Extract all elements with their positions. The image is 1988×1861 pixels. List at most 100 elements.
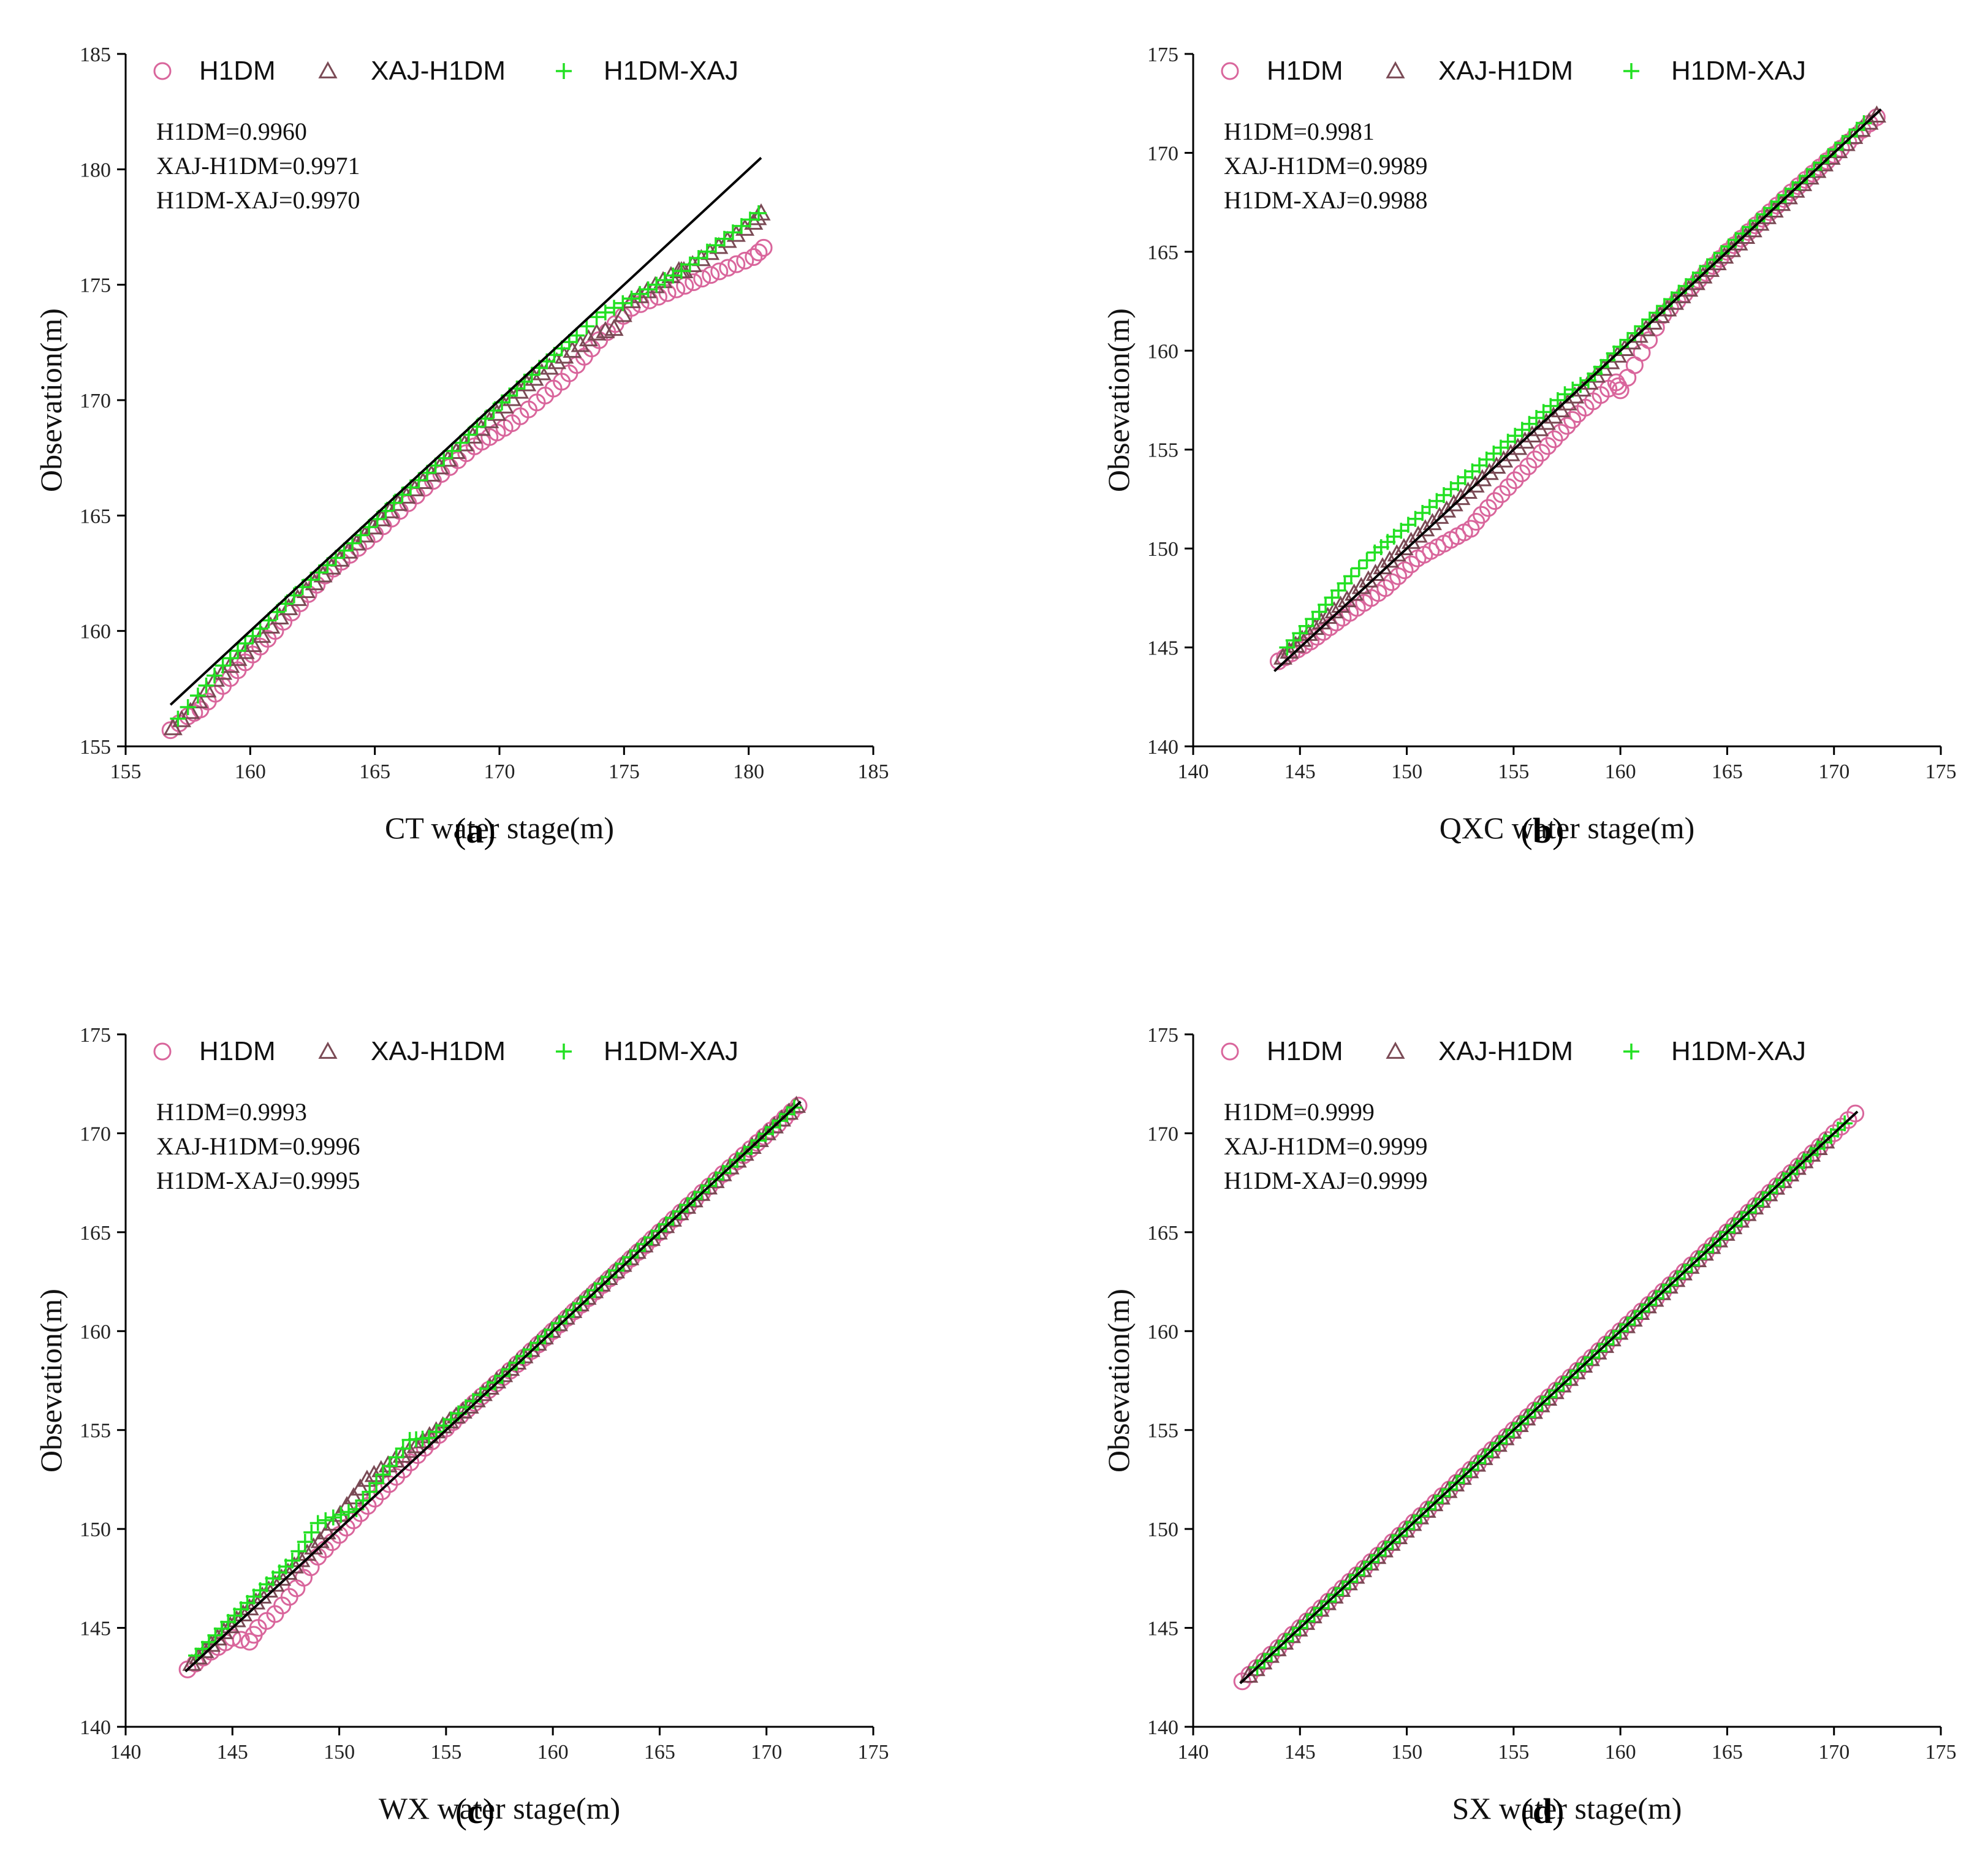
y-tick-label: 155 <box>1147 439 1178 462</box>
x-tick-label: 140 <box>1178 760 1209 783</box>
x-tick-label: 140 <box>1178 1741 1209 1764</box>
x-tick-label: 170 <box>1818 760 1850 783</box>
data-point <box>1827 142 1844 158</box>
stat-label: XAJ-H1DM=0.9989 <box>1224 152 1428 180</box>
legend-label: H1DM-XAJ <box>1671 1036 1806 1066</box>
data-point <box>297 1534 313 1550</box>
data-point <box>643 1229 660 1246</box>
data-point <box>1558 417 1576 435</box>
legend-label: H1DM <box>1267 1036 1343 1066</box>
x-tick-label: 180 <box>733 760 764 783</box>
data-point <box>786 1096 806 1113</box>
y-tick-label: 150 <box>1147 1518 1178 1541</box>
data-point <box>1834 135 1851 151</box>
data-point <box>284 1552 300 1569</box>
data-point <box>727 255 746 273</box>
data-point <box>1499 478 1517 496</box>
data-point <box>1563 411 1582 429</box>
legend-label: H1DM-XAJ <box>1671 56 1806 86</box>
data-point <box>368 1475 385 1491</box>
x-tick-label: 150 <box>324 1741 355 1764</box>
data-point <box>362 1484 378 1500</box>
data-point <box>340 1504 357 1520</box>
data-point <box>665 1210 681 1226</box>
panel-caption: (d) <box>1521 1791 1565 1831</box>
y-tick-label: 145 <box>80 1618 111 1640</box>
data-point <box>716 230 732 247</box>
legend-marker <box>556 1044 572 1059</box>
x-tick-label: 145 <box>1284 760 1316 783</box>
data-point <box>707 237 724 254</box>
data-point <box>517 374 537 392</box>
stat-label: H1DM=0.9993 <box>156 1098 307 1126</box>
data-point <box>317 1522 336 1540</box>
data-point <box>213 1620 230 1637</box>
y-tick-label: 160 <box>1147 340 1178 363</box>
data-point <box>685 273 703 291</box>
legend-marker <box>153 62 172 80</box>
data-point <box>748 208 767 226</box>
data-point <box>406 1436 426 1454</box>
data-point <box>1539 437 1557 455</box>
x-tick-label: 140 <box>110 1741 142 1764</box>
x-tick-label: 175 <box>1925 1741 1957 1764</box>
panel-caption: (c) <box>455 1791 495 1831</box>
data-point <box>400 1441 419 1458</box>
panel-caption: (a) <box>454 811 496 851</box>
data-point <box>629 286 649 303</box>
chart-panel-b: 140 145 150 155 160 165 170 175 140 145 150 155 160 1… <box>1101 44 1957 851</box>
chart-panel-a: 155 160 165 170 175 180 185 155 160 165 170 175 180 1… <box>34 44 889 851</box>
data-point <box>371 1460 391 1477</box>
data-point <box>749 243 768 262</box>
data-point <box>261 616 281 634</box>
data-point <box>1285 632 1302 648</box>
legend-marker <box>1623 1044 1639 1059</box>
chart-panel-c: 140 145 150 155 160 165 170 175 140 145 150 155 160 1… <box>34 1024 889 1831</box>
data-point <box>1318 596 1334 613</box>
data-point <box>690 250 707 267</box>
scatter-points <box>1269 105 1886 670</box>
chart-panel-d: 140 145 150 155 160 165 170 175 140 145 150 155 160 1… <box>1101 1024 1957 1831</box>
data-point <box>388 1449 404 1466</box>
y-tick-label: 165 <box>80 1222 111 1245</box>
y-tick-label: 160 <box>1147 1321 1178 1343</box>
data-point <box>539 357 559 375</box>
data-point <box>375 1466 392 1483</box>
x-tick-label: 175 <box>1925 760 1957 783</box>
data-point <box>1305 611 1321 627</box>
data-point <box>309 1515 326 1531</box>
data-point <box>1552 423 1570 442</box>
x-tick-label: 155 <box>1498 1741 1529 1764</box>
data-point <box>656 272 673 289</box>
data-point <box>525 368 544 386</box>
data-point <box>1473 506 1491 524</box>
stat-label: H1DM-XAJ=0.9999 <box>1224 1167 1428 1194</box>
legend-label: XAJ-H1DM <box>1438 56 1573 86</box>
data-point <box>733 218 749 234</box>
y-tick-label: 180 <box>80 159 111 181</box>
data-point <box>333 1506 349 1523</box>
data-point <box>651 1222 667 1239</box>
data-point <box>515 1348 532 1365</box>
data-point <box>200 1634 217 1650</box>
stat-label: H1DM-XAJ=0.9970 <box>156 186 360 214</box>
legend-marker <box>1386 1041 1405 1059</box>
y-tick-label: 175 <box>80 275 111 297</box>
y-tick-label: 170 <box>1147 1123 1178 1145</box>
x-tick-label: 165 <box>359 760 390 783</box>
data-point <box>742 211 758 228</box>
y-tick-label: 185 <box>80 44 111 66</box>
x-tick-label: 170 <box>1818 1741 1850 1764</box>
data-point <box>681 256 698 273</box>
y-tick-label: 155 <box>80 1420 111 1442</box>
data-point <box>1279 639 1296 656</box>
data-point <box>232 1631 250 1649</box>
data-point <box>222 650 238 667</box>
data-point <box>1389 567 1408 585</box>
data-point <box>252 626 271 643</box>
data-point <box>710 262 729 281</box>
data-point <box>270 607 289 624</box>
stat-label: H1DM=0.9981 <box>1224 118 1375 145</box>
data-point <box>623 290 640 307</box>
stat-label: H1DM-XAJ=0.9988 <box>1224 186 1428 214</box>
